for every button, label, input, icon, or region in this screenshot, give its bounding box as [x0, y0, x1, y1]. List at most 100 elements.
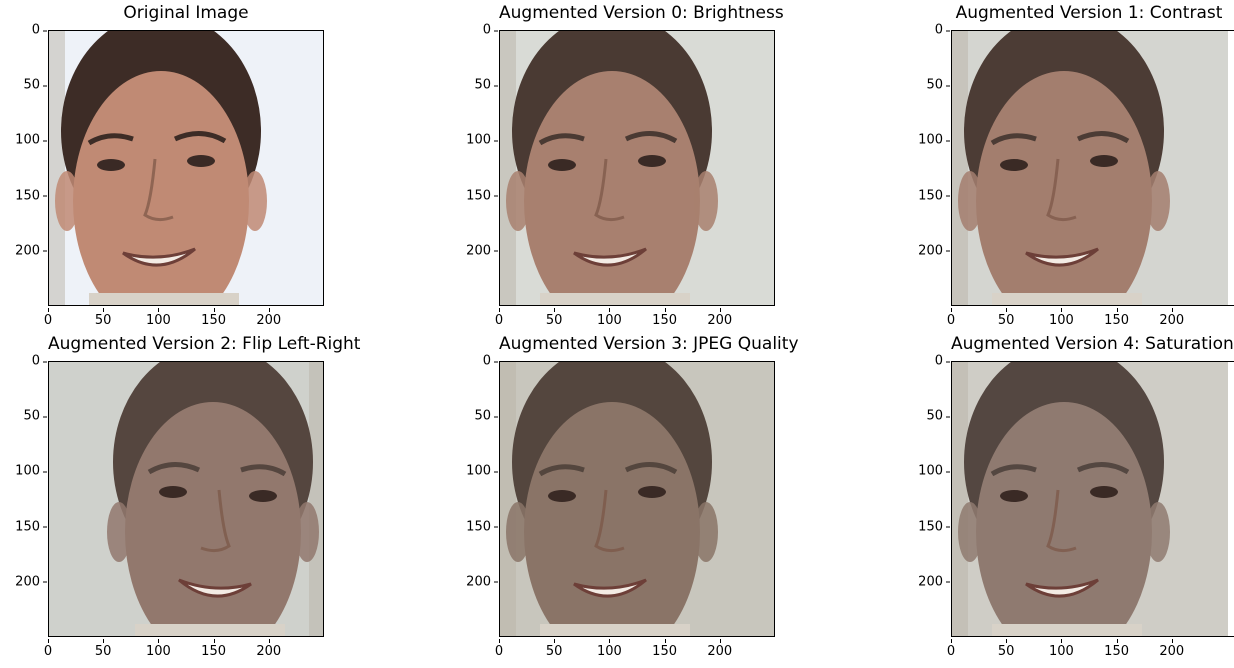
right-ear: [243, 171, 267, 231]
face-group: [49, 31, 323, 305]
right-eyebrow: [624, 462, 678, 475]
x-tick-label: 150: [645, 639, 685, 659]
left-ear: [295, 502, 319, 562]
right-eye: [1090, 155, 1118, 167]
face: [73, 71, 249, 305]
x-tick-label: 50: [83, 308, 123, 328]
x-tick-label: 200: [1152, 639, 1192, 659]
nose: [1046, 489, 1077, 553]
right-eyebrow: [1076, 131, 1130, 144]
y-tick-label: 50: [0, 409, 47, 424]
panel-contrast: Augmented Version 1: Contrast 0 50 100 150 2…: [903, 0, 1234, 330]
x-tick-label: 100: [589, 308, 629, 328]
y-tick-label: 0: [451, 354, 498, 369]
x-tick-label: 200: [700, 639, 740, 659]
image-axes: [499, 361, 775, 637]
background-edge: [952, 362, 968, 636]
left-eyebrow: [538, 133, 585, 146]
left-eye: [548, 159, 576, 171]
panel-flip: Augmented Version 2: Flip Left-Right 0 50…: [0, 331, 370, 661]
background-edge: [500, 362, 516, 636]
right-ear: [1146, 171, 1170, 231]
face-photo: [49, 362, 323, 636]
left-ear: [506, 502, 530, 562]
face-group: [49, 362, 323, 636]
x-tick-label: 200: [700, 308, 740, 328]
right-ear: [694, 171, 718, 231]
nose: [1046, 158, 1077, 222]
y-tick-label: 100: [451, 133, 498, 148]
panel-title: Augmented Version 4: Saturation: [951, 334, 1234, 354]
face-photo: [500, 31, 774, 305]
panel-original: Original Image 0 50 100 150 200 0 50 100 150 200: [0, 0, 370, 330]
y-tick-label: 0: [0, 354, 47, 369]
left-eye: [1000, 159, 1028, 171]
face-photo: [952, 362, 1228, 636]
nose: [143, 158, 174, 222]
left-eye: [249, 490, 277, 502]
x-tick-label: 50: [986, 308, 1026, 328]
x-tick-label: 0: [479, 308, 519, 328]
smile: [1025, 578, 1099, 598]
y-tick-label: 100: [903, 464, 950, 479]
face: [524, 402, 700, 636]
face: [524, 71, 700, 305]
y-tick-label: 200: [451, 574, 498, 589]
y-tick-label: 100: [903, 133, 950, 148]
y-tick-label: 50: [0, 78, 47, 93]
face: [125, 402, 301, 636]
face-photo: [500, 362, 774, 636]
smile: [122, 247, 196, 267]
y-tick-label: 150: [903, 188, 950, 203]
left-eyebrow: [240, 464, 287, 477]
y-tick-label: 0: [0, 23, 47, 38]
x-tick-label: 200: [249, 308, 289, 328]
x-tick-label: 100: [1041, 308, 1081, 328]
shirt-collar: [540, 624, 690, 636]
right-ear: [107, 502, 131, 562]
x-tick-label: 200: [249, 639, 289, 659]
nose: [594, 158, 625, 222]
panel-jpeg: Augmented Version 3: JPEG Quality 0 50 100…: [451, 331, 821, 661]
y-tick-label: 150: [903, 519, 950, 534]
left-eyebrow: [990, 133, 1037, 146]
face: [976, 402, 1152, 636]
y-tick-label: 0: [903, 23, 950, 38]
background-edge: [49, 31, 65, 305]
background-edge: [309, 362, 323, 636]
face-group: [952, 362, 1228, 636]
face-group: [500, 31, 774, 305]
right-eyebrow: [147, 462, 201, 475]
left-eye: [97, 159, 125, 171]
right-eye: [1090, 486, 1118, 498]
panel-title: Augmented Version 2: Flip Left-Right: [48, 334, 361, 354]
y-tick-label: 50: [903, 78, 950, 93]
nose: [200, 489, 231, 553]
x-tick-label: 150: [194, 639, 234, 659]
panel-title: Augmented Version 1: Contrast: [955, 3, 1223, 23]
image-axes: [48, 361, 324, 637]
left-ear: [958, 502, 982, 562]
right-eyebrow: [624, 131, 678, 144]
right-eye: [638, 155, 666, 167]
shirt-collar: [992, 293, 1142, 305]
left-eyebrow: [538, 464, 585, 477]
left-ear: [55, 171, 79, 231]
x-tick-label: 50: [986, 639, 1026, 659]
y-tick-label: 200: [451, 243, 498, 258]
y-tick-label: 100: [0, 464, 47, 479]
y-tick-label: 0: [903, 354, 950, 369]
x-tick-label: 0: [479, 639, 519, 659]
right-eyebrow: [173, 131, 227, 144]
x-tick-label: 150: [1097, 639, 1137, 659]
image-axes: [951, 30, 1234, 306]
panel-brightness: Augmented Version 0: Brightness 0 50 100 15…: [451, 0, 821, 330]
smile: [573, 247, 647, 267]
y-tick-label: 50: [451, 78, 498, 93]
x-tick-label: 150: [645, 308, 685, 328]
y-tick-label: 200: [0, 574, 47, 589]
right-ear: [694, 502, 718, 562]
y-tick-label: 150: [0, 188, 47, 203]
panel-title: Augmented Version 0: Brightness: [499, 3, 784, 23]
x-tick-label: 100: [138, 308, 178, 328]
